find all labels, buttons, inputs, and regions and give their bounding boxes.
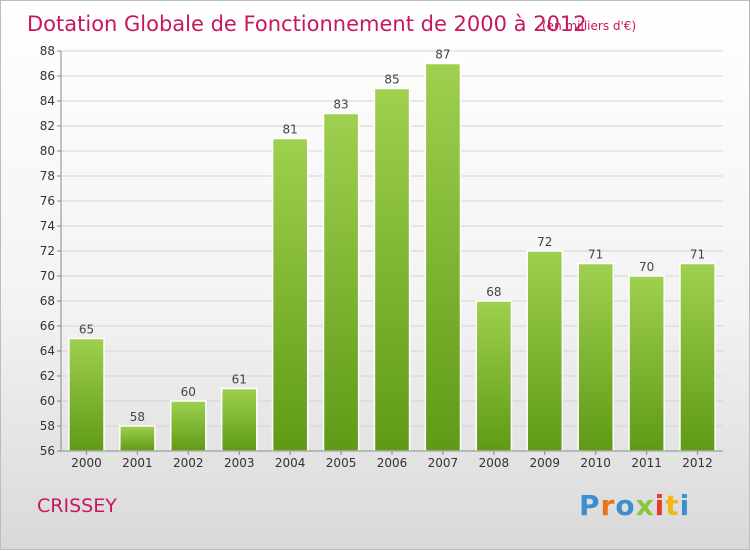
y-tick-label: 82 (40, 119, 55, 133)
bar-value-label: 71 (588, 248, 603, 262)
y-tick-label: 66 (40, 319, 55, 333)
logo-letter: o (615, 489, 636, 522)
bar-value-label: 58 (130, 410, 145, 424)
y-tick-label: 80 (40, 144, 55, 158)
x-tick-label: 2006 (377, 456, 408, 470)
y-tick-label: 60 (40, 394, 55, 408)
chart-title: Dotation Globale de Fonctionnement de 20… (27, 12, 587, 36)
bar-2007 (424, 62, 462, 452)
bar-2009 (526, 250, 564, 452)
bar-value-label: 68 (486, 285, 501, 299)
y-tick-label: 78 (40, 169, 55, 183)
logo-letter: i (679, 489, 691, 522)
bar-2004 (271, 137, 309, 452)
bar-value-label: 71 (690, 248, 705, 262)
logo-letter: i (654, 489, 666, 522)
bar-value-label: 83 (333, 98, 348, 112)
bar-value-label: 60 (181, 385, 196, 399)
x-tick-label: 2002 (173, 456, 204, 470)
x-tick-label: 2004 (275, 456, 306, 470)
logo-letter: r (600, 489, 616, 522)
bar-2001 (119, 425, 156, 452)
bar-2006 (373, 87, 411, 452)
bar-2005 (322, 112, 360, 452)
bar-value-label: 70 (639, 260, 654, 274)
bar-value-label: 85 (384, 73, 399, 87)
bar-value-label: 65 (79, 323, 94, 337)
x-tick-label: 2005 (326, 456, 357, 470)
logo-letter: P (579, 489, 601, 522)
logo-letter: x (635, 489, 655, 522)
y-axis: 56 58 60 62 64 66 68 70 72 74 76 78 80 82 84 86 88 (40, 44, 62, 458)
x-tick-label: 2001 (122, 456, 153, 470)
x-tick-label: 2000 (71, 456, 102, 470)
bars: 65 58 60 61 81 83 85 87 68 72 71 70 71 (68, 48, 716, 452)
bar-2011 (628, 275, 665, 452)
y-tick-label: 68 (40, 294, 55, 308)
proxiti-logo: Proxiti (579, 489, 690, 522)
x-tick-label: 2007 (428, 456, 459, 470)
y-tick-label: 64 (40, 344, 55, 358)
bar-2003 (220, 387, 258, 452)
y-tick-label: 86 (40, 69, 55, 83)
bar-value-label: 61 (232, 373, 247, 387)
x-tick-label: 2008 (479, 456, 510, 470)
x-tick-label: 2009 (529, 456, 560, 470)
logo-letter: t (665, 489, 680, 522)
y-tick-label: 76 (40, 194, 55, 208)
bar-2012 (679, 262, 716, 452)
x-tick-label: 2003 (224, 456, 255, 470)
bar-value-label: 87 (435, 48, 450, 62)
bar-2008 (475, 300, 513, 452)
x-tick-label: 2010 (580, 456, 611, 470)
x-tick-label: 2012 (682, 456, 713, 470)
bar-2002 (169, 400, 207, 452)
bar-value-label: 72 (537, 235, 552, 249)
bar-2000 (68, 337, 105, 452)
y-tick-label: 84 (40, 94, 55, 108)
chart-subtitle: (en milliers d'€) (542, 19, 636, 33)
y-tick-label: 70 (40, 269, 55, 283)
x-axis: 2000 2001 2002 2003 2004 2005 2006 2007 2008 2009… (61, 450, 723, 470)
bar-value-label: 81 (283, 123, 298, 137)
y-tick-label: 72 (40, 244, 55, 258)
y-tick-label: 74 (40, 219, 55, 233)
y-tick-label: 58 (40, 419, 55, 433)
y-tick-label: 62 (40, 369, 55, 383)
city-name: CRISSEY (37, 495, 117, 517)
y-tick-label: 56 (40, 444, 55, 458)
x-tick-label: 2011 (631, 456, 662, 470)
bar-2010 (577, 262, 615, 452)
y-tick-label: 88 (40, 44, 55, 58)
